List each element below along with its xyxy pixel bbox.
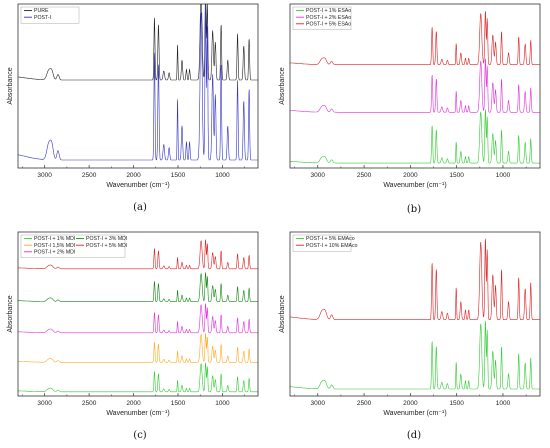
x-tick-label: 2000 xyxy=(126,172,141,179)
series-line xyxy=(18,239,258,270)
legend-label: POST-I + 1% MDI xyxy=(34,236,75,242)
x-axis-label: Wavenumber (cm⁻¹) xyxy=(106,182,169,189)
x-tick-label: 2500 xyxy=(357,400,372,407)
x-tick-label: 3000 xyxy=(37,172,52,179)
series-line xyxy=(290,109,540,164)
x-tick-label: 1000 xyxy=(215,400,230,407)
series-line xyxy=(290,58,540,113)
legend-box xyxy=(292,6,352,30)
panel-caption: (d) xyxy=(407,430,421,441)
series-line xyxy=(18,333,258,363)
chart-panel: 3000 2500 2000 1500 1000 Wavenumber (cm⁻¹) Abs… xyxy=(279,231,541,417)
series-line xyxy=(290,320,540,390)
legend-box xyxy=(20,234,126,258)
panel-caption: (a) xyxy=(133,202,147,213)
chart-panel: 3000 2500 2000 1500 1000 Wavenumber (cm⁻¹) Abs… xyxy=(7,231,259,417)
x-tick-label: 1000 xyxy=(215,172,230,179)
x-tick-label: 2500 xyxy=(357,172,372,179)
x-tick-label: 1500 xyxy=(171,400,186,407)
x-axis-label: Wavenumber (cm⁻¹) xyxy=(383,410,446,417)
y-axis-label: Absorbance xyxy=(279,295,286,332)
legend-label: POST-I + 2% MDI xyxy=(34,249,75,255)
legend-label: POST-I + 5% EMAco xyxy=(306,236,355,242)
legend-label: POST-I + 2% ESAo xyxy=(306,15,351,21)
chart-panel: 3000 2500 2000 1500 1000 Wavenumber (cm⁻¹) Abs… xyxy=(279,3,541,189)
x-tick-label: 2500 xyxy=(82,172,97,179)
series-line xyxy=(290,238,540,320)
plot-frame xyxy=(289,231,541,397)
x-tick-label: 3000 xyxy=(311,172,326,179)
x-tick-label: 1500 xyxy=(171,172,186,179)
x-tick-label: 3000 xyxy=(37,400,52,407)
chart-panel: 3000 2500 2000 1500 1000 Wavenumber (cm⁻¹) Abs… xyxy=(7,3,259,189)
x-tick-label: 2000 xyxy=(126,400,141,407)
y-axis-label: Absorbance xyxy=(7,295,14,332)
y-axis-label: Absorbance xyxy=(279,67,286,104)
legend-label: POST-I + 5% ESAo xyxy=(306,21,351,27)
legend-box xyxy=(292,234,352,252)
x-tick-label: 1000 xyxy=(496,400,511,407)
series-line xyxy=(18,272,258,302)
plot-frame xyxy=(17,231,259,397)
panel-caption: (c) xyxy=(133,430,147,441)
series-line xyxy=(18,5,258,161)
series-line xyxy=(290,11,540,65)
x-tick-label: 3000 xyxy=(311,400,326,407)
series-line xyxy=(18,362,258,393)
series-line xyxy=(18,4,258,81)
x-tick-label: 1500 xyxy=(449,172,464,179)
legend-label: POST-I + 5% MDI xyxy=(86,243,127,249)
legend-label: POST-I 1,5% MDI xyxy=(34,243,75,249)
x-axis-label: Wavenumber (cm⁻¹) xyxy=(383,182,446,189)
series-line xyxy=(18,303,258,334)
legend-label: POST-I + 1% ESAo xyxy=(306,8,351,14)
x-tick-label: 2000 xyxy=(403,400,418,407)
plot-frame xyxy=(289,3,541,169)
legend-label: POST-I + 3% MDI xyxy=(86,236,127,242)
legend-box xyxy=(20,6,80,24)
x-tick-label: 2500 xyxy=(82,400,97,407)
x-tick-label: 1000 xyxy=(496,172,511,179)
legend-label: POST-I xyxy=(34,15,51,21)
x-tick-label: 2000 xyxy=(403,172,418,179)
panel-caption: (b) xyxy=(407,204,421,215)
legend-label: POST-I + 10% EMAco xyxy=(306,243,358,249)
plot-frame xyxy=(17,3,259,169)
legend-label: PURE xyxy=(34,8,49,14)
x-tick-label: 1500 xyxy=(449,400,464,407)
y-axis-label: Absorbance xyxy=(7,67,14,104)
x-axis-label: Wavenumber (cm⁻¹) xyxy=(106,410,169,417)
